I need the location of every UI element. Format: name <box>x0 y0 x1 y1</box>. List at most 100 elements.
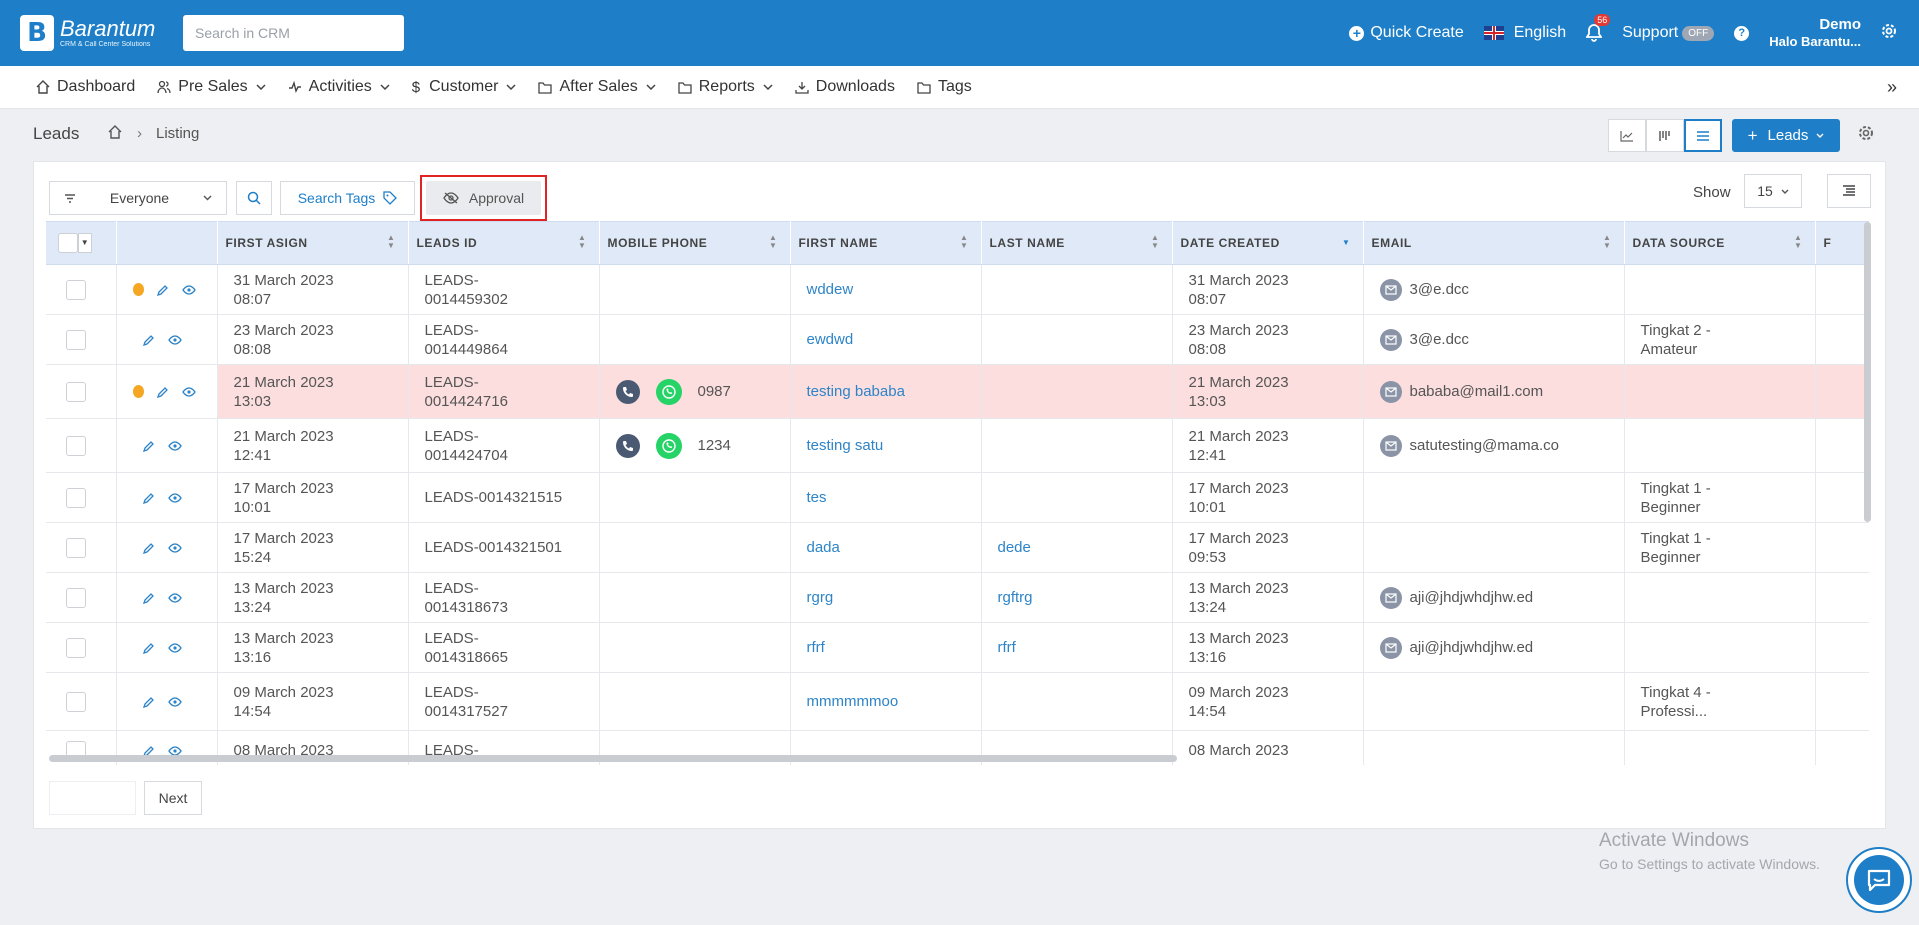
column-header[interactable]: EMAIL ▲ ▼ <box>1363 221 1625 265</box>
edit-pencil-icon[interactable] <box>142 696 155 708</box>
column-header[interactable]: DATE CREATED ▼ <box>1172 221 1364 265</box>
search-tags-button[interactable]: Search Tags <box>280 181 415 215</box>
mail-icon[interactable] <box>1379 434 1402 457</box>
table-row[interactable]: 17 March 2023 10:01 LEADS-0014321515 tes 17 … <box>46 472 1869 523</box>
search-button[interactable] <box>236 181 272 215</box>
mail-icon[interactable] <box>1379 586 1402 609</box>
whatsapp-icon[interactable] <box>655 432 682 459</box>
column-header[interactable]: LEADS ID ▲ ▼ <box>408 221 600 265</box>
sort-icon[interactable]: ▲ ▼ <box>768 233 778 250</box>
first-name-link[interactable]: rgrg <box>806 589 834 606</box>
mail-icon[interactable] <box>1379 380 1402 403</box>
sort-icon[interactable]: ▲ ▼ <box>386 233 396 250</box>
first-name-link[interactable]: testing bababa <box>806 383 905 400</box>
phone-call-icon[interactable] <box>615 379 640 404</box>
sort-icon[interactable]: ▲ ▼ <box>1793 233 1803 250</box>
phone-call-icon[interactable] <box>615 433 640 458</box>
edit-pencil-icon[interactable] <box>142 440 155 452</box>
view-eye-icon[interactable] <box>167 334 182 345</box>
row-select-cell[interactable] <box>46 622 117 673</box>
row-select-cell[interactable] <box>46 418 117 473</box>
column-header[interactable]: LAST NAME ▲ ▼ <box>981 221 1173 265</box>
table-row[interactable]: 13 March 2023 13:24 LEADS- 0014318673 rgrg rg… <box>46 572 1869 623</box>
vertical-scrollbar[interactable] <box>1864 222 1871 522</box>
row-checkbox[interactable] <box>66 691 86 712</box>
page-size-select[interactable]: 15 <box>1744 174 1802 208</box>
table-row[interactable]: 31 March 2023 08:07 LEADS- 0014459302 wddew 3… <box>46 264 1869 315</box>
first-name-link[interactable]: mmmmmmoo <box>806 693 899 710</box>
sort-icon[interactable]: ▲ ▼ <box>577 233 587 250</box>
last-name-link[interactable]: rfrf <box>997 639 1016 656</box>
table-row[interactable]: 13 March 2023 13:16 LEADS- 0014318665 rfrf rf… <box>46 622 1869 673</box>
view-eye-icon[interactable] <box>181 386 196 397</box>
row-checkbox[interactable] <box>66 487 86 508</box>
first-name-link[interactable]: tes <box>806 489 827 506</box>
edit-pencil-icon[interactable] <box>142 492 155 504</box>
nav-tags[interactable]: Tags <box>917 78 972 96</box>
gear-icon[interactable] <box>1881 23 1897 44</box>
view-eye-icon[interactable] <box>167 440 182 451</box>
edit-pencil-icon[interactable] <box>142 745 155 757</box>
row-checkbox[interactable] <box>66 587 86 608</box>
first-name-link[interactable]: wddew <box>806 281 854 298</box>
row-select-cell[interactable] <box>46 264 117 315</box>
add-leads-button[interactable]: + Leads <box>1732 119 1840 152</box>
support-toggle[interactable]: Support OFF <box>1622 24 1715 42</box>
table-row[interactable]: 09 March 2023 14:54 LEADS- 0014317527 mmmmmm… <box>46 672 1869 731</box>
column-header[interactable]: DATA SOURCE ▲ ▼ <box>1624 221 1816 265</box>
settings-gear-icon[interactable] <box>1858 125 1874 146</box>
horizontal-scrollbar[interactable] <box>49 755 1177 762</box>
last-name-link[interactable]: dede <box>997 539 1031 556</box>
row-select-cell[interactable] <box>46 314 117 365</box>
row-checkbox[interactable] <box>66 637 86 658</box>
nav-collapse-button[interactable]: » <box>1886 77 1897 97</box>
view-eye-icon[interactable] <box>167 696 182 707</box>
first-name-link[interactable]: dada <box>806 539 840 556</box>
nav-activities[interactable]: Activities <box>288 78 390 96</box>
sort-icon[interactable]: ▲ ▼ <box>959 233 969 250</box>
chevron-down-icon[interactable]: ▼ <box>78 233 92 253</box>
language-selector[interactable]: English <box>1483 24 1566 42</box>
column-header[interactable]: FIRST NAME ▲ ▼ <box>790 221 982 265</box>
table-row[interactable]: 17 March 2023 15:24 LEADS-0014321501 dada de… <box>46 522 1869 573</box>
column-settings-button[interactable] <box>1827 174 1871 208</box>
table-row[interactable]: 23 March 2023 08:08 LEADS- 0014449864 ewdwd 2… <box>46 314 1869 365</box>
nav-reports[interactable]: Reports <box>678 78 773 96</box>
sort-icon[interactable]: ▲ ▼ <box>1150 233 1160 250</box>
sort-icon[interactable]: ▲ ▼ <box>1602 233 1612 250</box>
row-checkbox[interactable] <box>66 329 86 350</box>
view-eye-icon[interactable] <box>167 745 182 756</box>
mail-icon[interactable] <box>1379 328 1402 351</box>
nav-dashboard[interactable]: Dashboard <box>36 78 135 96</box>
column-header[interactable]: FIRST ASIGN ▲ ▼ <box>217 221 409 265</box>
logo[interactable]: B Barantum CRM & Call Center Solutions <box>20 15 170 51</box>
mail-icon[interactable] <box>1379 278 1402 301</box>
view-eye-icon[interactable] <box>167 542 182 553</box>
column-header[interactable]: MOBILE PHONE ▲ ▼ <box>599 221 791 265</box>
row-select-cell[interactable] <box>46 522 117 573</box>
first-name-link[interactable]: testing satu <box>806 437 884 454</box>
edit-pencil-icon[interactable] <box>156 386 169 398</box>
first-name-link[interactable]: rfrf <box>806 639 825 656</box>
whatsapp-icon[interactable] <box>655 378 682 405</box>
nav-pre-sales[interactable]: Pre Sales <box>157 78 266 96</box>
quick-create-button[interactable]: + Quick Create <box>1349 24 1464 42</box>
table-row[interactable]: 21 March 2023 12:41 LEADS- 0014424704 1234 te… <box>46 418 1869 473</box>
owner-filter-select[interactable]: Everyone <box>49 181 227 215</box>
leads-table-container[interactable]: ▼ FIRST ASIGN ▲ ▼ LEADS ID ▲ ▼ MOBILE PHONE ▲… <box>46 221 1869 765</box>
row-checkbox[interactable] <box>66 537 86 558</box>
view-eye-icon[interactable] <box>167 492 182 503</box>
row-select-cell[interactable] <box>46 672 117 731</box>
row-checkbox[interactable] <box>66 381 86 402</box>
edit-pencil-icon[interactable] <box>142 642 155 654</box>
table-row[interactable]: 21 March 2023 13:03 LEADS- 0014424716 0987 te… <box>46 364 1869 419</box>
user-menu[interactable]: Demo Halo Barantu... <box>1769 16 1861 50</box>
mail-icon[interactable] <box>1379 636 1402 659</box>
last-name-link[interactable]: rgftrg <box>997 589 1033 606</box>
nav-downloads[interactable]: Downloads <box>795 78 895 96</box>
next-page-button[interactable]: Next <box>144 781 202 815</box>
edit-pencil-icon[interactable] <box>142 592 155 604</box>
edit-pencil-icon[interactable] <box>156 284 169 296</box>
help-button[interactable]: ? <box>1734 25 1750 41</box>
kanban-view-button[interactable] <box>1646 119 1684 152</box>
